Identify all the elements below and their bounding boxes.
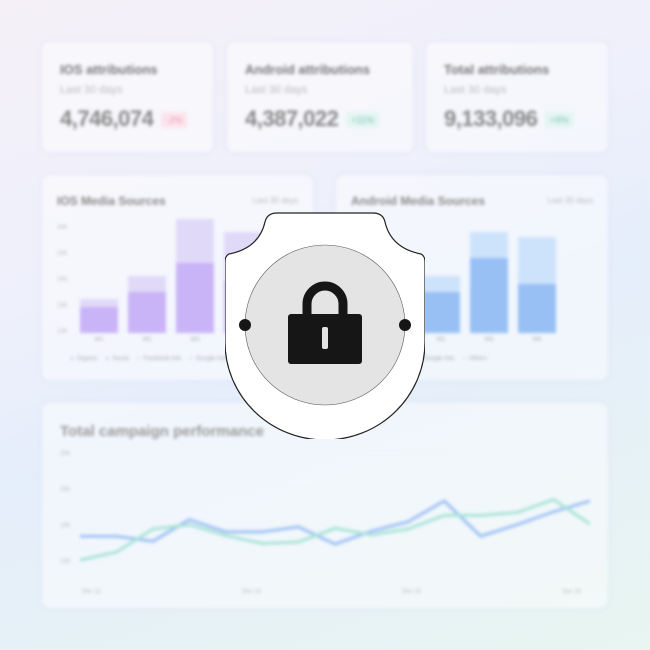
chart-title: Android Media Sources — [351, 194, 486, 208]
x-tick-label: W2 — [436, 337, 446, 343]
change-badge: +9% — [545, 112, 574, 129]
y-tick-label: 15K — [60, 523, 71, 529]
y-tick-label: 25K — [60, 451, 71, 457]
card-title: Android attributions — [245, 62, 370, 77]
card-value: 4,387,022 — [245, 106, 339, 131]
chart-title: IOS Media Sources — [57, 194, 166, 208]
series-line-1 — [79, 497, 591, 562]
bar-lower — [80, 307, 118, 333]
x-tick-label: W3 — [190, 337, 200, 343]
legend-item: Others — [462, 356, 487, 362]
card-title: Total attributions — [444, 62, 550, 77]
chart-range: Last 30 days — [252, 196, 298, 205]
card-value: 9,133,096 — [444, 106, 538, 131]
total-attributions-card: Total attributions Last 30 days 9,133,09… — [426, 42, 608, 152]
lock-shackle-icon — [302, 281, 348, 314]
series-line-0 — [80, 499, 591, 546]
x-tick-label: W1 — [94, 337, 104, 343]
lock-badge — [225, 212, 425, 439]
y-tick-label: 10K — [57, 329, 68, 335]
card-subtitle: Last 30 days — [245, 84, 308, 96]
x-tick-label: W3 — [484, 337, 494, 343]
legend: Organic Social Facebook Ads Google Ads — [70, 356, 227, 362]
card-subtitle: Last 30 days — [60, 84, 123, 96]
y-tick-label: 20K — [60, 487, 71, 493]
bar-lower — [422, 292, 460, 333]
chart-range: Last 30 days — [547, 196, 593, 205]
change-badge: -2% — [161, 112, 188, 129]
y-tick-label: 15K — [57, 303, 68, 309]
ios-attributions-card: IOS attributions Last 30 days 4,746,074-… — [42, 42, 213, 152]
x-tick-label: Dec 12 — [82, 589, 102, 595]
y-tick-label: 30K — [57, 225, 68, 231]
android-attributions-card: Android attributions Last 30 days 4,387,… — [227, 42, 413, 152]
card-value: 4,746,074 — [60, 106, 154, 131]
right-dot — [399, 319, 411, 331]
bar-lower — [470, 257, 508, 333]
legend-item: Social — [106, 356, 128, 362]
bar-lower — [518, 283, 556, 333]
keyhole — [322, 327, 328, 349]
legend-item: Google Ads — [189, 356, 227, 362]
y-tick-label: 25K — [57, 251, 68, 257]
bar-lower — [176, 262, 214, 333]
x-tick-label: Dec 14 — [242, 589, 262, 595]
y-tick-label: 20K — [57, 277, 68, 283]
x-tick-label: Dec 16 — [402, 589, 422, 595]
x-tick-label: W4 — [532, 337, 542, 343]
card-subtitle: Last 30 days — [444, 84, 507, 96]
legend-item: Google Ads — [417, 356, 454, 362]
x-tick-label: W2 — [142, 337, 152, 343]
left-dot — [239, 319, 251, 331]
card-title: IOS attributions — [60, 62, 158, 77]
change-badge: +11% — [346, 112, 379, 129]
legend-item: Organic — [70, 356, 98, 362]
chart-title: Total campaign performance — [60, 423, 264, 440]
x-tick-label: Dec 18 — [562, 589, 582, 595]
legend-item: Facebook Ads — [137, 356, 181, 362]
y-tick-label: 10K — [60, 559, 71, 565]
bar-lower — [128, 292, 166, 333]
